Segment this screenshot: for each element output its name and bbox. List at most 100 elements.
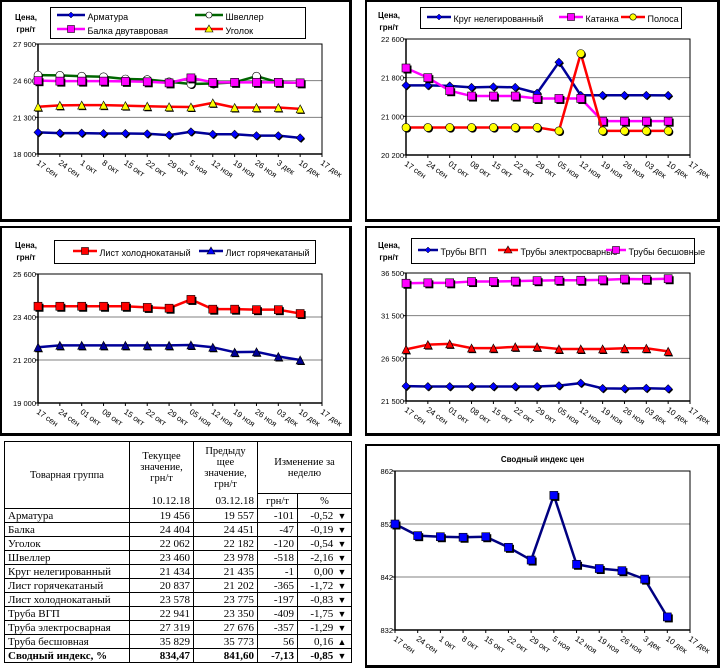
data-point — [445, 278, 456, 289]
data-point — [120, 129, 131, 139]
row-pct: -1,29 — [310, 621, 334, 634]
x-tick-label: 17 дек — [319, 407, 344, 428]
x-tick-label: 3 дек — [641, 634, 662, 653]
x-tick-label: 26 ноя — [253, 158, 278, 179]
data-point — [467, 343, 477, 354]
header-current-line1: Текущее — [142, 451, 181, 463]
x-tick-label: 01 окт — [447, 405, 471, 426]
data-point — [208, 98, 218, 108]
x-tick-label: 19 ноя — [599, 159, 624, 180]
data-point — [576, 275, 587, 286]
data-point — [164, 340, 175, 351]
data-point — [641, 383, 652, 394]
row-abs: -47 — [257, 522, 298, 537]
data-point — [390, 519, 401, 530]
legend-label: Круг нелегированный — [453, 14, 544, 24]
data-point — [252, 305, 262, 316]
data-point — [33, 102, 43, 112]
series-1 — [33, 127, 306, 143]
data-point — [663, 116, 674, 127]
data-point — [488, 343, 499, 354]
row-name: Уголок — [4, 536, 130, 551]
y-tick-label: 842 — [380, 573, 393, 582]
x-tick-label: 19 ноя — [599, 405, 624, 426]
data-point — [510, 91, 521, 102]
legend-item-vgp: Трубы ВГП — [418, 245, 486, 257]
data-point — [252, 131, 262, 141]
legend-line-marker — [57, 11, 85, 19]
legend-label: Трубы ВГП — [440, 247, 487, 257]
table-row: Лист горячекатаный 20 837 21 202 -365 -1,72 … — [4, 578, 352, 593]
data-point — [554, 94, 565, 104]
x-tick-label: 10 дек — [665, 159, 690, 180]
data-point — [642, 126, 652, 137]
data-point — [423, 340, 433, 350]
x-tick-label: 22 окт — [144, 158, 168, 179]
data-point — [77, 100, 87, 111]
row-abs: -120 — [257, 536, 298, 551]
header-previous-line3: значение, — [204, 467, 247, 479]
header-change-abs: грн/т — [257, 493, 298, 509]
row-abs: -1 — [257, 564, 298, 579]
header-current-date: 10.12.18 — [129, 493, 194, 509]
data-point — [186, 102, 196, 112]
legend-item-seamless: Трубы бесшовные — [606, 245, 705, 257]
row-previous: 24 451 — [193, 522, 258, 537]
chart-panel-long-products: Цена, грн/т Арматура Швеллер Балка двута… — [0, 0, 352, 222]
data-point — [142, 303, 153, 313]
data-point — [120, 100, 131, 111]
header-previous: Предыду щее значение, грн/т — [193, 440, 258, 494]
trend-down-icon: ▼ — [337, 580, 347, 591]
legend-item-cold-rolled: Лист холоднокатаный — [73, 246, 191, 258]
total-pct-cell: -0,85 ▼ — [297, 648, 352, 663]
header-previous-line1: Предыду — [205, 445, 246, 457]
chart-panel-pipes: Цена, грн/т Трубы ВГП Трубы электросварн… — [365, 226, 720, 436]
x-tick-label: 29 окт — [528, 634, 552, 655]
data-point — [467, 277, 478, 288]
data-point — [510, 342, 521, 352]
x-tick-label: 24 сен — [57, 158, 82, 179]
data-point — [251, 347, 262, 357]
data-point — [663, 384, 674, 394]
data-point — [401, 123, 412, 133]
data-point — [295, 309, 306, 320]
chart-legend: Лист холоднокатаный Лист горячекатаный — [54, 240, 316, 264]
data-point — [467, 382, 477, 392]
x-tick-label: 26 ноя — [621, 405, 646, 426]
data-point — [576, 344, 586, 354]
x-tick-label: 03 дек — [643, 405, 668, 426]
data-point — [510, 123, 521, 133]
table-row: Труба электросварная 27 319 27 676 -357 -1,2… — [4, 620, 352, 635]
row-current: 21 434 — [129, 564, 194, 579]
header-change-pct: % — [297, 493, 352, 509]
row-pct-cell: -1,75 ▼ — [297, 606, 352, 621]
x-tick-label: 5 ноя — [551, 634, 572, 653]
data-point — [489, 277, 499, 288]
trend-down-icon: ▼ — [337, 608, 347, 619]
row-pct-cell: -1,72 ▼ — [297, 578, 352, 593]
y-tick-label: 832 — [380, 626, 393, 635]
y-label-line1: Цена, — [15, 13, 37, 22]
data-point — [423, 80, 433, 91]
x-tick-label: 08 окт — [468, 405, 492, 426]
data-point — [120, 340, 131, 351]
row-previous: 22 182 — [193, 536, 258, 551]
total-pct: -0,85 — [310, 649, 334, 662]
data-point — [620, 274, 630, 285]
data-point — [423, 382, 433, 392]
data-point — [295, 355, 306, 365]
data-point — [467, 82, 477, 93]
x-tick-label: 24 сен — [425, 159, 450, 180]
row-pct-cell: -0,54 ▼ — [297, 536, 352, 551]
data-point — [33, 301, 44, 312]
y-tick-label: 21 300 — [13, 113, 36, 122]
legend-item-katanka: Катанка — [559, 12, 619, 24]
data-point — [77, 76, 88, 87]
data-point — [273, 102, 284, 113]
legend-label: Лист горячекатаный — [225, 248, 310, 258]
data-point — [620, 384, 630, 394]
table-row: Арматура 19 456 19 557 -101 -0,52 ▼ — [4, 508, 352, 523]
data-point — [142, 101, 153, 112]
